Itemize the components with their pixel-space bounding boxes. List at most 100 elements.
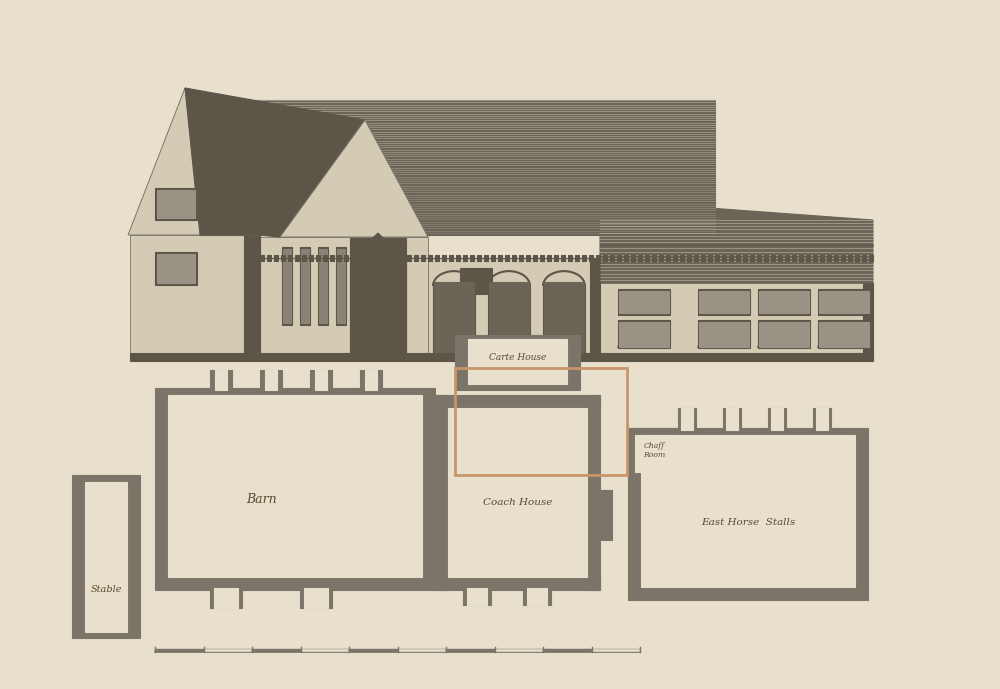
Bar xyxy=(554,255,558,261)
Bar xyxy=(495,649,543,652)
Bar xyxy=(617,255,621,261)
Polygon shape xyxy=(185,88,365,237)
Bar xyxy=(726,408,738,430)
Bar xyxy=(477,255,481,261)
Text: East Horse  Stalls: East Horse Stalls xyxy=(701,518,795,527)
Bar xyxy=(281,255,285,261)
Bar xyxy=(252,649,301,652)
Bar xyxy=(768,408,786,430)
Bar xyxy=(792,255,796,261)
Bar xyxy=(210,370,232,390)
Polygon shape xyxy=(600,200,873,283)
Bar xyxy=(759,291,809,313)
Bar xyxy=(587,395,600,590)
Bar xyxy=(214,588,238,608)
Bar xyxy=(512,255,516,261)
Bar xyxy=(309,255,313,261)
Bar xyxy=(813,408,831,430)
Bar xyxy=(448,408,587,577)
Bar xyxy=(827,255,831,261)
Bar xyxy=(365,370,377,390)
Bar xyxy=(666,255,670,261)
Bar xyxy=(283,249,291,323)
Bar xyxy=(589,255,593,261)
Bar xyxy=(863,283,873,355)
Polygon shape xyxy=(200,100,715,235)
Bar xyxy=(758,289,810,315)
Bar xyxy=(764,255,768,261)
Bar xyxy=(428,258,600,355)
Bar xyxy=(72,475,140,638)
Bar xyxy=(336,247,346,325)
Bar xyxy=(820,255,824,261)
Bar xyxy=(785,255,789,261)
Bar xyxy=(855,255,859,261)
Bar xyxy=(628,428,868,600)
Bar xyxy=(301,649,349,652)
Bar xyxy=(759,322,809,347)
Bar xyxy=(484,255,488,261)
Bar xyxy=(638,255,642,261)
Bar xyxy=(561,255,565,261)
Bar xyxy=(456,255,460,261)
Bar xyxy=(527,588,547,605)
Bar xyxy=(337,249,345,323)
Bar xyxy=(575,255,579,261)
Bar xyxy=(603,255,607,261)
Polygon shape xyxy=(185,88,258,235)
Bar xyxy=(215,370,227,390)
Bar xyxy=(386,255,390,261)
Bar xyxy=(698,289,750,315)
Bar xyxy=(491,255,495,261)
Bar xyxy=(315,370,327,390)
Bar xyxy=(526,255,530,261)
Bar xyxy=(848,255,852,261)
Bar xyxy=(533,255,537,261)
Bar xyxy=(470,255,474,261)
Bar xyxy=(130,353,873,361)
Bar xyxy=(701,255,705,261)
Bar xyxy=(568,255,572,261)
Bar xyxy=(360,370,382,390)
Bar xyxy=(543,286,585,353)
Bar xyxy=(455,368,627,475)
Bar xyxy=(708,255,712,261)
Bar xyxy=(318,247,328,325)
Bar xyxy=(310,370,332,390)
Bar xyxy=(619,291,669,313)
Bar xyxy=(687,255,691,261)
Bar xyxy=(365,255,369,261)
Bar xyxy=(819,322,869,347)
Bar xyxy=(155,649,204,652)
Bar xyxy=(393,255,397,261)
Bar xyxy=(841,255,845,261)
Bar xyxy=(428,255,432,261)
Bar xyxy=(505,255,509,261)
Bar xyxy=(635,435,674,471)
Bar xyxy=(267,255,271,261)
Bar xyxy=(467,588,487,605)
Bar xyxy=(372,255,376,261)
Text: Chaff
Room: Chaff Room xyxy=(643,442,665,459)
Bar xyxy=(435,577,600,590)
Bar xyxy=(618,289,670,315)
Bar xyxy=(544,282,584,353)
Bar xyxy=(619,322,669,347)
Polygon shape xyxy=(280,120,428,237)
Bar xyxy=(641,435,855,587)
Bar xyxy=(722,255,726,261)
Bar xyxy=(834,255,838,261)
Bar xyxy=(400,255,404,261)
Bar xyxy=(168,395,422,577)
Bar xyxy=(489,282,529,353)
Bar xyxy=(358,255,362,261)
Bar xyxy=(778,255,782,261)
Bar xyxy=(433,286,475,353)
Bar xyxy=(300,588,332,608)
Bar xyxy=(260,255,264,261)
Bar xyxy=(301,249,309,323)
Bar xyxy=(446,649,495,652)
Bar xyxy=(498,255,502,261)
Bar xyxy=(210,588,242,608)
Bar xyxy=(130,235,260,355)
